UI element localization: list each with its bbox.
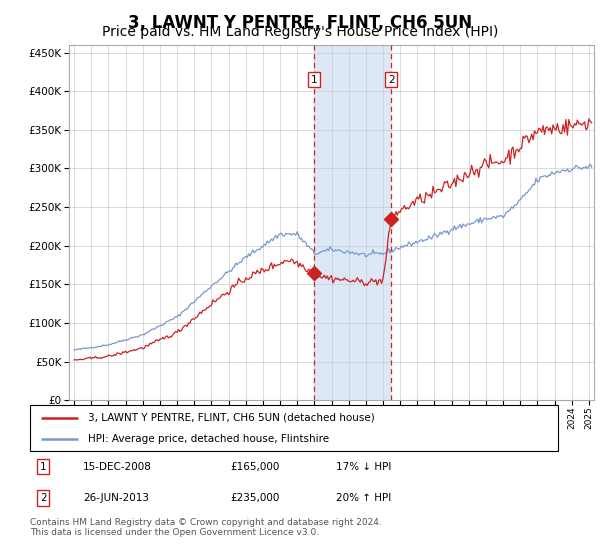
Text: HPI: Average price, detached house, Flintshire: HPI: Average price, detached house, Flin… <box>88 435 329 444</box>
Text: 20% ↑ HPI: 20% ↑ HPI <box>336 493 391 503</box>
Text: 2: 2 <box>388 74 395 85</box>
Text: £165,000: £165,000 <box>230 461 280 472</box>
Text: 2: 2 <box>40 493 47 503</box>
Text: 15-DEC-2008: 15-DEC-2008 <box>83 461 152 472</box>
Text: Contains HM Land Registry data © Crown copyright and database right 2024.
This d: Contains HM Land Registry data © Crown c… <box>30 518 382 538</box>
Text: 17% ↓ HPI: 17% ↓ HPI <box>336 461 392 472</box>
Bar <box>314 45 391 400</box>
Text: 3, LAWNT Y PENTRE, FLINT, CH6 5UN: 3, LAWNT Y PENTRE, FLINT, CH6 5UN <box>128 14 472 32</box>
Text: 1: 1 <box>40 461 47 472</box>
Text: 1: 1 <box>310 74 317 85</box>
Text: Price paid vs. HM Land Registry's House Price Index (HPI): Price paid vs. HM Land Registry's House … <box>102 25 498 39</box>
Text: £235,000: £235,000 <box>230 493 280 503</box>
Text: 3, LAWNT Y PENTRE, FLINT, CH6 5UN (detached house): 3, LAWNT Y PENTRE, FLINT, CH6 5UN (detac… <box>88 413 375 423</box>
Text: 26-JUN-2013: 26-JUN-2013 <box>83 493 149 503</box>
